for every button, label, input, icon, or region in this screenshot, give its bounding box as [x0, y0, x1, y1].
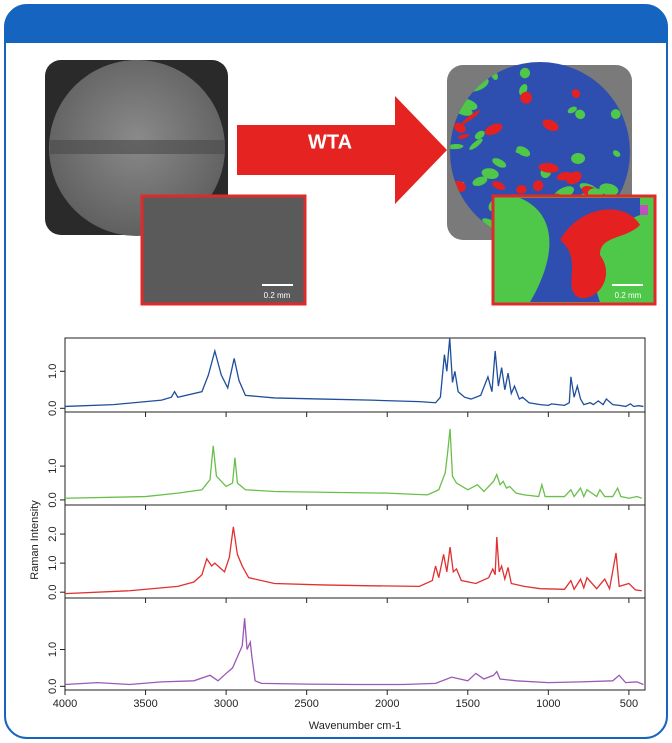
- y-tick-label: 1.0: [47, 458, 59, 473]
- scale-label: 0.2 mm: [615, 291, 642, 300]
- y-tick-label: 1.0: [47, 555, 59, 570]
- y-tick-label: 0.0: [47, 585, 59, 600]
- x-axis-label: Wavenumber cm-1: [309, 720, 402, 732]
- sample-inset: [142, 196, 305, 304]
- y-tick-label: 1.0: [47, 364, 59, 379]
- x-tick-label: 2500: [294, 698, 318, 710]
- y-axis-label: Raman Intensity: [29, 500, 41, 580]
- x-tick-label: 1000: [536, 698, 560, 710]
- y-tick-label: 0.0: [47, 401, 59, 416]
- y-tick-label: 1.0: [47, 642, 59, 657]
- x-tick-label: 3500: [133, 698, 157, 710]
- x-tick-label: 500: [620, 698, 638, 710]
- y-tick-label: 2.0: [47, 526, 59, 541]
- x-tick-label: 1500: [456, 698, 480, 710]
- y-tick-label: 0.0: [47, 492, 59, 507]
- x-tick-label: 2000: [375, 698, 399, 710]
- header-band: [5, 5, 667, 43]
- page: 0.2 mm WTA 0.2 mm Wavenumber cm-1 Raman …: [0, 0, 672, 743]
- x-tick-label: 4000: [53, 698, 77, 710]
- y-tick-label: 0.0: [47, 679, 59, 694]
- sample-band: [50, 140, 225, 154]
- scale-label: 0.2 mm: [264, 291, 291, 300]
- figure: 0.2 mm WTA 0.2 mm Wavenumber cm-1 Raman …: [0, 0, 672, 743]
- x-tick-label: 3000: [214, 698, 238, 710]
- arrow-label: WTA: [308, 131, 352, 153]
